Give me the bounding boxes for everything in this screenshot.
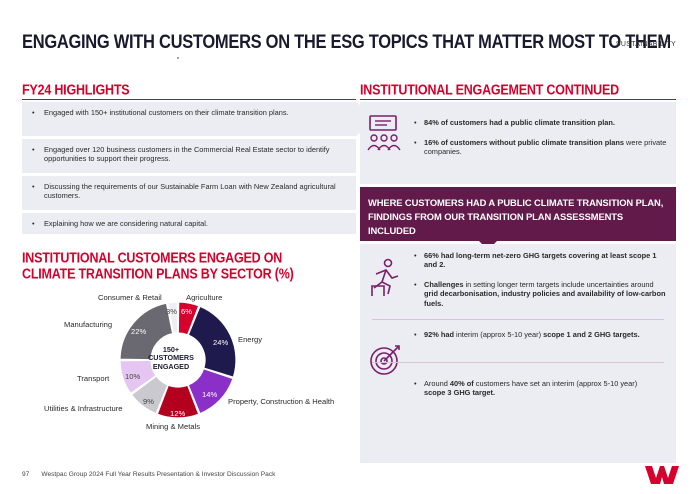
findings-item: • 66% had long-term net-zero GHG targets … bbox=[414, 251, 657, 270]
legend-mining: Mining & Metals bbox=[146, 422, 201, 431]
findings-item-bold: 40% of bbox=[449, 379, 474, 388]
pct-label-property: 14% bbox=[202, 390, 218, 399]
pct-label-manufacturing: 22% bbox=[131, 327, 147, 336]
legend-energy: Energy bbox=[238, 335, 263, 344]
engagement-item-bold: 16% of customers without public climate … bbox=[424, 138, 624, 147]
highlight-item: Engaged with 150+ institutional customer… bbox=[22, 102, 356, 136]
legend-manufacturing: Manufacturing bbox=[64, 320, 113, 329]
section-tag: SUSTAINABILITY bbox=[615, 41, 676, 48]
engagement-item: • 16% of customers without public climate… bbox=[414, 138, 667, 157]
center-line-3: ENGAGED bbox=[152, 361, 190, 371]
findings-item-text: customers have set an interim (approx 5-… bbox=[473, 379, 638, 388]
pct-label-energy: 24% bbox=[213, 338, 229, 347]
pct-label-agriculture: 6% bbox=[181, 307, 192, 316]
footer-text: Westpac Group 2024 Full Year Results Pre… bbox=[41, 471, 276, 478]
findings-item-text: interim (approx 5-10 year) bbox=[454, 330, 544, 339]
center-line-1: 150+ bbox=[162, 345, 180, 354]
legend-consumer: Consumer & Retail bbox=[98, 293, 162, 302]
pct-label-utilities: 9% bbox=[143, 397, 154, 406]
donut-segment-manufacturing bbox=[119, 302, 174, 361]
legend-agriculture: Agriculture bbox=[186, 293, 223, 302]
decorative-dot bbox=[177, 57, 179, 59]
page-number: 97 bbox=[22, 471, 30, 478]
engagement-underline bbox=[360, 99, 676, 100]
hurdle-runner-icon bbox=[371, 258, 399, 296]
pct-label-mining: 12% bbox=[170, 409, 186, 418]
highlights-underline bbox=[22, 99, 356, 100]
donut-center-label: 150+ CUSTOMERS ENGAGED bbox=[148, 345, 194, 371]
engagement-item: • 84% of customers had a public climate t… bbox=[414, 118, 615, 127]
highlights-heading: FY24 HIGHLIGHTS bbox=[22, 82, 130, 99]
findings-panel bbox=[360, 244, 676, 463]
donut-segment-mining-metals bbox=[156, 384, 200, 419]
donut-segment-transport bbox=[119, 359, 157, 395]
purple-banner-text: WHERE CUSTOMERS HAD A PUBLIC CLIMATE TRA… bbox=[368, 197, 664, 236]
findings-item-bold: scope 1 and 2 GHG targets. bbox=[543, 330, 640, 339]
chart-heading-line1: INSTITUTIONAL CUSTOMERS ENGAGED ON bbox=[22, 250, 283, 267]
highlight-item: Explaining how we are considering natura… bbox=[22, 213, 356, 234]
legend-property: Property, Construction & Health bbox=[228, 397, 335, 406]
page-title: ENGAGING WITH CUSTOMERS ON THE ESG TOPIC… bbox=[22, 32, 671, 53]
engagement-heading: INSTITUTIONAL ENGAGEMENT CONTINUED bbox=[360, 82, 619, 99]
highlight-item: Discussing the requirements of our Susta… bbox=[22, 176, 356, 210]
findings-divider bbox=[372, 319, 664, 320]
purple-banner bbox=[360, 187, 676, 241]
footer: 97 Westpac Group 2024 Full Year Results P… bbox=[22, 471, 275, 478]
findings-item-bold: 66% had long-term net-zero GHG targets c… bbox=[424, 251, 657, 270]
findings-item-text: in setting longer term targets include u… bbox=[463, 280, 654, 289]
legend-transport: Transport bbox=[77, 374, 110, 383]
pct-label-consumer: 3% bbox=[166, 307, 177, 316]
findings-item-text: Around bbox=[424, 379, 450, 388]
engagement-item-bold: 84% of customers had a public climate tr… bbox=[424, 118, 615, 127]
donut-segment-agriculture bbox=[177, 301, 200, 336]
engagement-top-panel bbox=[360, 102, 676, 184]
donut-segment-utilities-infrastructure bbox=[130, 375, 169, 415]
highlight-item: Engaged over 120 business customers in t… bbox=[22, 139, 356, 173]
engagement-item-text: were private companies. bbox=[424, 138, 667, 157]
findings-divider bbox=[372, 362, 664, 363]
donut-segment-consumer-retail bbox=[167, 301, 179, 335]
findings-item: • Challenges in setting longer term targe… bbox=[414, 280, 666, 308]
findings-item-bold: scope 3 GHG target. bbox=[424, 388, 496, 398]
westpac-logo bbox=[645, 466, 679, 484]
legend-utilities: Utilities & Infrastructure bbox=[44, 404, 123, 413]
findings-item: • Around 40% of customers have set an int… bbox=[414, 379, 638, 398]
findings-item-bold: grid decarbonisation, industry policies … bbox=[424, 289, 666, 308]
findings-item-bold: Challenges bbox=[424, 280, 464, 289]
chart-heading-line2: CLIMATE TRANSITION PLANS BY SECTOR (%) bbox=[22, 266, 294, 283]
center-line-2: CUSTOMERS bbox=[148, 353, 194, 363]
pct-label-transport: 10% bbox=[125, 372, 141, 381]
donut-segment-property-construction-health bbox=[187, 367, 234, 415]
target-arrow-icon bbox=[370, 345, 400, 375]
presentation-people-icon bbox=[367, 115, 401, 151]
findings-item: • 92% had interim (approx 5-10 year) scop… bbox=[414, 330, 640, 339]
donut-segment-energy bbox=[187, 305, 237, 379]
findings-item-bold: 92% had bbox=[424, 330, 454, 339]
